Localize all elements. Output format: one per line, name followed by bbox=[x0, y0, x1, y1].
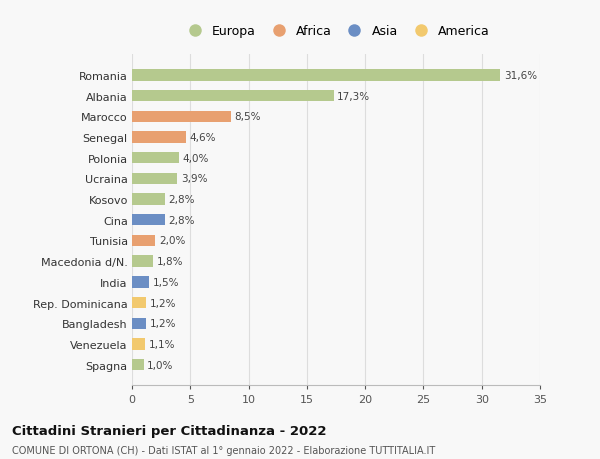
Text: 2,0%: 2,0% bbox=[159, 236, 185, 246]
Text: COMUNE DI ORTONA (CH) - Dati ISTAT al 1° gennaio 2022 - Elaborazione TUTTITALIA.: COMUNE DI ORTONA (CH) - Dati ISTAT al 1°… bbox=[12, 445, 435, 455]
Bar bbox=[132, 235, 155, 246]
Bar bbox=[132, 339, 145, 350]
Bar bbox=[132, 194, 164, 205]
Text: 2,8%: 2,8% bbox=[168, 215, 194, 225]
Bar bbox=[132, 70, 500, 81]
Bar bbox=[132, 91, 334, 102]
Bar bbox=[132, 153, 179, 164]
Text: 8,5%: 8,5% bbox=[235, 112, 261, 122]
Text: 1,0%: 1,0% bbox=[147, 360, 173, 370]
Text: 4,0%: 4,0% bbox=[182, 153, 209, 163]
Text: Cittadini Stranieri per Cittadinanza - 2022: Cittadini Stranieri per Cittadinanza - 2… bbox=[12, 425, 326, 437]
Bar bbox=[132, 318, 146, 329]
Bar bbox=[132, 256, 153, 267]
Bar bbox=[132, 112, 231, 123]
Text: 17,3%: 17,3% bbox=[337, 91, 370, 101]
Bar bbox=[132, 359, 143, 370]
Text: 1,2%: 1,2% bbox=[149, 298, 176, 308]
Legend: Europa, Africa, Asia, America: Europa, Africa, Asia, America bbox=[178, 22, 494, 42]
Bar bbox=[132, 215, 164, 226]
Text: 1,8%: 1,8% bbox=[157, 257, 183, 267]
Text: 1,2%: 1,2% bbox=[149, 319, 176, 329]
Bar bbox=[132, 297, 146, 308]
Text: 1,5%: 1,5% bbox=[153, 277, 179, 287]
Text: 1,1%: 1,1% bbox=[148, 339, 175, 349]
Bar bbox=[132, 277, 149, 288]
Text: 2,8%: 2,8% bbox=[168, 195, 194, 205]
Text: 4,6%: 4,6% bbox=[189, 133, 215, 143]
Text: 3,9%: 3,9% bbox=[181, 174, 208, 184]
Bar bbox=[132, 174, 178, 185]
Bar bbox=[132, 132, 185, 143]
Text: 31,6%: 31,6% bbox=[504, 71, 537, 81]
